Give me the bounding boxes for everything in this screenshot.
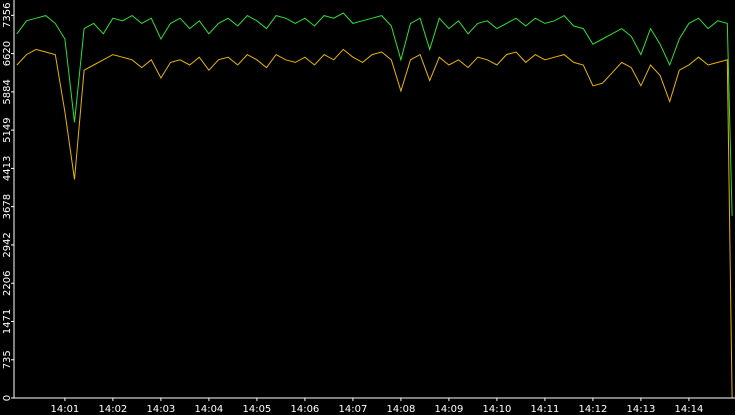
y-tick-label: 0 <box>2 395 13 401</box>
y-tick-label: 7356 <box>2 3 13 28</box>
x-tick-label: 14:08 <box>386 404 415 415</box>
x-tick-label: 14:03 <box>146 404 175 415</box>
y-tick-label: 1471 <box>2 309 13 334</box>
y-tick-label: 3678 <box>2 194 13 219</box>
series-line <box>16 48 733 399</box>
y-tick-label: 2206 <box>2 271 13 296</box>
y-tick-label: 4413 <box>2 156 13 181</box>
series-line <box>16 12 733 216</box>
x-tick-label: 14:04 <box>194 404 223 415</box>
x-tick-label: 14:01 <box>50 404 79 415</box>
x-tick-label: 14:05 <box>242 404 271 415</box>
x-tick-label: 14:11 <box>530 404 559 415</box>
x-tick-label: 14:09 <box>434 404 463 415</box>
y-tick-label: 735 <box>2 350 13 369</box>
x-tick-label: 14:12 <box>578 404 607 415</box>
y-tick-label: 6620 <box>2 41 13 66</box>
x-tick-label: 14:10 <box>482 404 511 415</box>
x-tick-label: 14:06 <box>290 404 319 415</box>
x-tick-label: 14:07 <box>338 404 367 415</box>
y-tick-label: 5884 <box>2 79 13 104</box>
x-tick-label: 14:14 <box>675 404 704 415</box>
x-tick-label: 14:13 <box>627 404 656 415</box>
y-tick-label: 5149 <box>2 117 13 142</box>
x-tick-label: 14:02 <box>98 404 127 415</box>
y-tick-label: 2942 <box>2 232 13 257</box>
